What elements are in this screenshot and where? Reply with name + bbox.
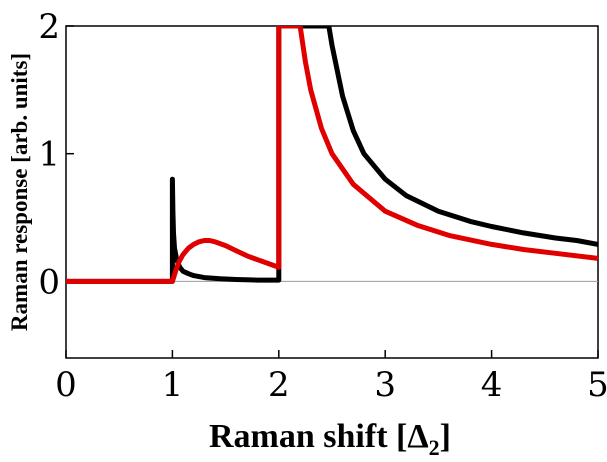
x-tick-label: 4: [481, 365, 503, 405]
y-tick-label: 1: [38, 135, 60, 175]
x-axis-label-subscript: 2: [429, 435, 440, 460]
x-tick-label: 0: [55, 365, 77, 405]
series-line-1: [66, 26, 598, 284]
y-tick-label: 0: [38, 262, 60, 302]
plot-frame: [65, 25, 599, 359]
series-layer: [66, 26, 598, 284]
y-tick-label: 2: [38, 7, 60, 47]
x-tick-label: 3: [374, 365, 396, 405]
x-axis-ticks: 0 1 2 3 4 5: [55, 350, 607, 405]
series-line-2: [66, 26, 598, 284]
x-tick-label: 5: [587, 365, 607, 405]
y-axis-ticks: 0 1 2: [38, 7, 74, 302]
x-tick-label: 2: [268, 365, 290, 405]
x-axis-label: Raman shift [Δ2]: [209, 418, 451, 460]
x-tick-label: 1: [162, 365, 184, 405]
y-axis-label: Raman response [arb. units]: [7, 53, 32, 331]
